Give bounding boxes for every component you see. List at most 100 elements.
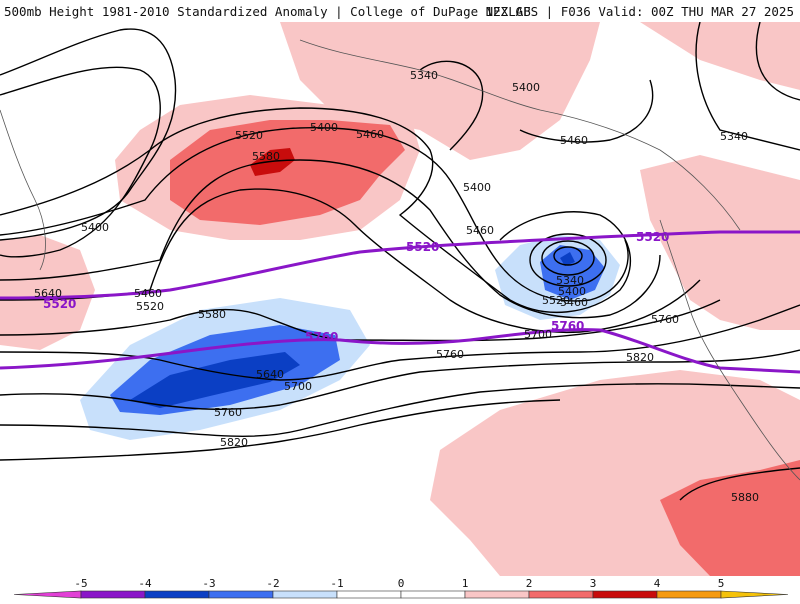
contour-5760-line bbox=[0, 328, 800, 374]
colorbar-tick-label: 3 bbox=[590, 577, 597, 590]
height-contours bbox=[0, 22, 800, 501]
negative-anomaly-pacific-peak bbox=[130, 352, 300, 408]
colorbar-ticks: -5 -4 -3 -2 -1 0 1 2 3 4 5 bbox=[74, 577, 724, 590]
contour-label: 5820 bbox=[220, 436, 248, 449]
colorbar-swatch bbox=[13, 590, 82, 599]
contour-label: 5880 bbox=[731, 491, 759, 504]
coastline-alaska bbox=[299, 39, 741, 231]
contour-line bbox=[0, 304, 800, 381]
colorbar-tick-label: -1 bbox=[330, 577, 343, 590]
contour-label: 5520 bbox=[136, 300, 164, 313]
highlight-label: 5520 bbox=[43, 297, 76, 311]
contour-line bbox=[0, 399, 561, 461]
contour-line bbox=[679, 467, 800, 501]
highlight-label: 5520 bbox=[636, 230, 669, 244]
contour-line bbox=[755, 22, 800, 101]
contour-line bbox=[519, 79, 654, 143]
contour-line bbox=[0, 126, 629, 302]
positive-anomaly-bering-core bbox=[170, 120, 405, 225]
highlight-label: 5760 bbox=[551, 319, 584, 333]
highlight-labels: 5520 5520 5520 5760 5760 bbox=[43, 230, 669, 344]
contour-label: 5460 bbox=[134, 287, 162, 300]
colorbar-swatch bbox=[144, 590, 210, 599]
coastline-west-coast bbox=[659, 219, 800, 481]
model-run-info: 12Z GFS | F036 Valid: 00Z THU MAR 27 202… bbox=[485, 4, 794, 19]
contour-label: 5700 bbox=[524, 328, 552, 341]
contour-label: 5520 bbox=[542, 294, 570, 307]
highlight-contours bbox=[0, 230, 800, 374]
contour-label: 5760 bbox=[651, 313, 679, 326]
highlight-label: 5520 bbox=[406, 240, 439, 254]
contour-label: 5820 bbox=[626, 351, 654, 364]
contour-line bbox=[695, 22, 800, 151]
colorbar-swatch bbox=[272, 590, 338, 599]
contour-label: 5460 bbox=[356, 128, 384, 141]
positive-anomaly-japan bbox=[0, 235, 95, 350]
coastlines bbox=[0, 39, 800, 481]
contour-label: 5640 bbox=[256, 368, 284, 381]
colorbar-tick-label: 1 bbox=[462, 577, 469, 590]
colorbar-swatch bbox=[528, 590, 594, 599]
colorbar-swatches bbox=[13, 590, 789, 599]
negative-anomaly-gulf-core bbox=[540, 245, 605, 300]
contour-line bbox=[0, 299, 721, 342]
colorbar-swatch bbox=[720, 590, 789, 599]
contour-label: 5460 bbox=[466, 224, 494, 237]
contour-line bbox=[0, 28, 177, 241]
contour-label: 5340 bbox=[720, 130, 748, 143]
contour-line bbox=[0, 349, 800, 410]
colorbar-swatch bbox=[400, 590, 466, 599]
contour-label: 5520 bbox=[235, 129, 263, 142]
colorbar-tick-label: 0 bbox=[398, 577, 405, 590]
colorbar-tick-label: 4 bbox=[654, 577, 661, 590]
colorbar-tick-label: -2 bbox=[266, 577, 279, 590]
contour-label: 5340 bbox=[556, 274, 584, 287]
contour-line bbox=[553, 246, 583, 266]
contour-label: 5400 bbox=[81, 221, 109, 234]
contour-label: 5400 bbox=[310, 121, 338, 134]
colorbar-tick-label: 2 bbox=[526, 577, 533, 590]
colorbar-swatch bbox=[336, 590, 402, 599]
colorbar-swatch bbox=[464, 590, 530, 599]
contour-line bbox=[419, 60, 484, 151]
contour-label: 5400 bbox=[558, 285, 586, 298]
positive-anomaly-bering-peak bbox=[250, 148, 295, 176]
contour-label: 5640 bbox=[34, 287, 62, 300]
contour-label: 5400 bbox=[463, 181, 491, 194]
contour-line bbox=[529, 233, 607, 287]
highlight-label: 5760 bbox=[305, 330, 338, 344]
contour-line bbox=[0, 188, 701, 334]
contour-label: 5460 bbox=[560, 134, 588, 147]
colorbar-tick-label: -3 bbox=[202, 577, 215, 590]
colorbar-swatch bbox=[208, 590, 274, 599]
coastline-asia bbox=[0, 109, 46, 271]
contour-label: 5340 bbox=[410, 69, 438, 82]
colorbar-tick-label: -4 bbox=[138, 577, 152, 590]
contour-line bbox=[0, 383, 800, 437]
negative-anomaly-gulf-peak bbox=[560, 252, 575, 266]
positive-anomaly-northeast-corner bbox=[640, 22, 800, 90]
colorbar-tick-label: -5 bbox=[74, 577, 87, 590]
contour-label: 5700 bbox=[284, 380, 312, 393]
contour-label: 5400 bbox=[512, 81, 540, 94]
anomaly-map: 5340 5400 5340 5400 5460 5520 5580 5460 … bbox=[0, 22, 800, 576]
contour-label: 5580 bbox=[252, 150, 280, 163]
colorbar: -5 -4 -3 -2 -1 0 1 2 3 4 5 bbox=[0, 576, 800, 600]
contour-line bbox=[541, 240, 595, 276]
contour-line bbox=[0, 66, 161, 258]
contour-line bbox=[0, 159, 661, 319]
map-header: 500mb Height 1981-2010 Standardized Anom… bbox=[0, 0, 800, 22]
colorbar-swatch bbox=[592, 590, 658, 599]
colorbar-tick-label: 5 bbox=[718, 577, 725, 590]
map-title: 500mb Height 1981-2010 Standardized Anom… bbox=[4, 4, 531, 19]
contour-label: 5760 bbox=[214, 406, 242, 419]
colorbar-swatch bbox=[656, 590, 722, 599]
contour-labels: 5340 5400 5340 5400 5460 5520 5580 5460 … bbox=[34, 69, 759, 504]
contour-label: 5580 bbox=[198, 308, 226, 321]
anomaly-shading bbox=[0, 22, 800, 576]
positive-anomaly-western-us bbox=[640, 155, 800, 330]
colorbar-svg: -5 -4 -3 -2 -1 0 1 2 3 4 5 bbox=[13, 577, 789, 599]
contour-5520-line bbox=[0, 230, 800, 300]
contour-label: 5760 bbox=[436, 348, 464, 361]
colorbar-swatch bbox=[80, 590, 146, 599]
